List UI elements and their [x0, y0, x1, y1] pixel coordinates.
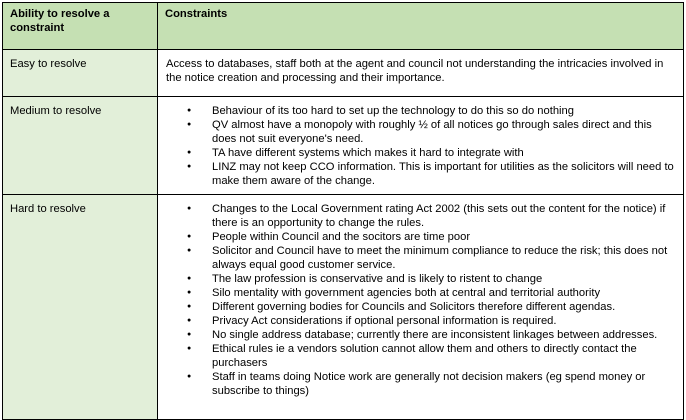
list-item: Ethical rules ie a vendors solution cann… [166, 342, 677, 370]
table-row-easy: Easy to resolve Access to databases, sta… [2, 49, 684, 97]
row-list-cell-hard: Changes to the Local Government rating A… [157, 194, 684, 420]
table-row-hard: Hard to resolve Changes to the Local Gov… [2, 194, 684, 420]
bullet-list-medium: Behaviour of its too hard to set up the … [166, 104, 677, 188]
list-item: Staff in teams doing Notice work are gen… [166, 370, 677, 398]
header-ability: Ability to resolve a constraint [2, 2, 158, 50]
bullet-list-hard: Changes to the Local Government rating A… [166, 202, 677, 398]
row-label-easy: Easy to resolve [2, 49, 158, 97]
row-text-easy: Access to databases, staff both at the a… [157, 49, 684, 97]
list-item: Changes to the Local Government rating A… [166, 202, 677, 230]
list-item: No single address database; currently th… [166, 328, 677, 342]
list-item: LINZ may not keep CCO information. This … [166, 160, 677, 188]
row-list-cell-medium: Behaviour of its too hard to set up the … [157, 96, 684, 195]
list-item: Solicitor and Council have to meet the m… [166, 244, 677, 272]
list-item: QV almost have a monopoly with roughly ½… [166, 118, 677, 146]
row-label-hard: Hard to resolve [2, 194, 158, 420]
table-row-medium: Medium to resolve Behaviour of its too h… [2, 96, 684, 195]
list-item: Behaviour of its too hard to set up the … [166, 104, 677, 118]
header-row: Ability to resolve a constraint Constrai… [2, 2, 684, 50]
list-item: Privacy Act considerations if optional p… [166, 314, 677, 328]
list-item: TA have different systems which makes it… [166, 146, 677, 160]
list-item: Different governing bodies for Councils … [166, 300, 677, 314]
header-constraints: Constraints [157, 2, 684, 50]
row-label-medium: Medium to resolve [2, 96, 158, 195]
list-item: People within Council and the socitors a… [166, 230, 677, 244]
list-item: The law profession is conservative and i… [166, 272, 677, 286]
list-item: Silo mentality with government agencies … [166, 286, 677, 300]
